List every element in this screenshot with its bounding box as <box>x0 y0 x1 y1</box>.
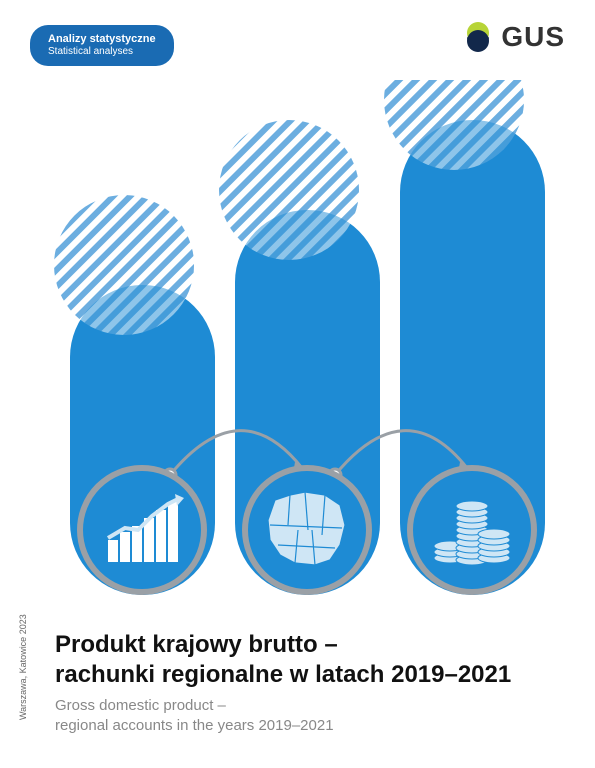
title-line2: rachunki regionalne w latach 2019–2021 <box>55 661 511 688</box>
series-badge: Analizy statystyczne Statistical analyse… <box>30 25 174 66</box>
subtitle-line2: regional accounts in the years 2019–2021 <box>55 717 334 734</box>
gus-logo-text: GUS <box>501 21 565 53</box>
title-block: Produkt krajowy brutto – rachunki region… <box>55 630 575 735</box>
gus-logo-icon <box>461 20 495 54</box>
gus-logo: GUS <box>461 20 565 54</box>
bottom-circle-1 <box>80 468 204 592</box>
bottom-circle-3 <box>410 468 534 592</box>
footer-imprint: Warszawa, Katowice 2023 <box>18 614 28 720</box>
cover-infographic <box>30 80 565 600</box>
badge-subtitle: Statistical analyses <box>48 46 156 58</box>
subtitle-line1: Gross domestic product – <box>55 697 226 714</box>
title-line1: Produkt krajowy brutto – <box>55 631 338 658</box>
title-main: Produkt krajowy brutto – rachunki region… <box>55 630 575 690</box>
map-icon <box>268 492 345 565</box>
bottom-circle-2 <box>245 468 369 592</box>
title-sub: Gross domestic product – regional accoun… <box>55 696 575 735</box>
badge-title: Analizy statystyczne <box>48 33 156 46</box>
